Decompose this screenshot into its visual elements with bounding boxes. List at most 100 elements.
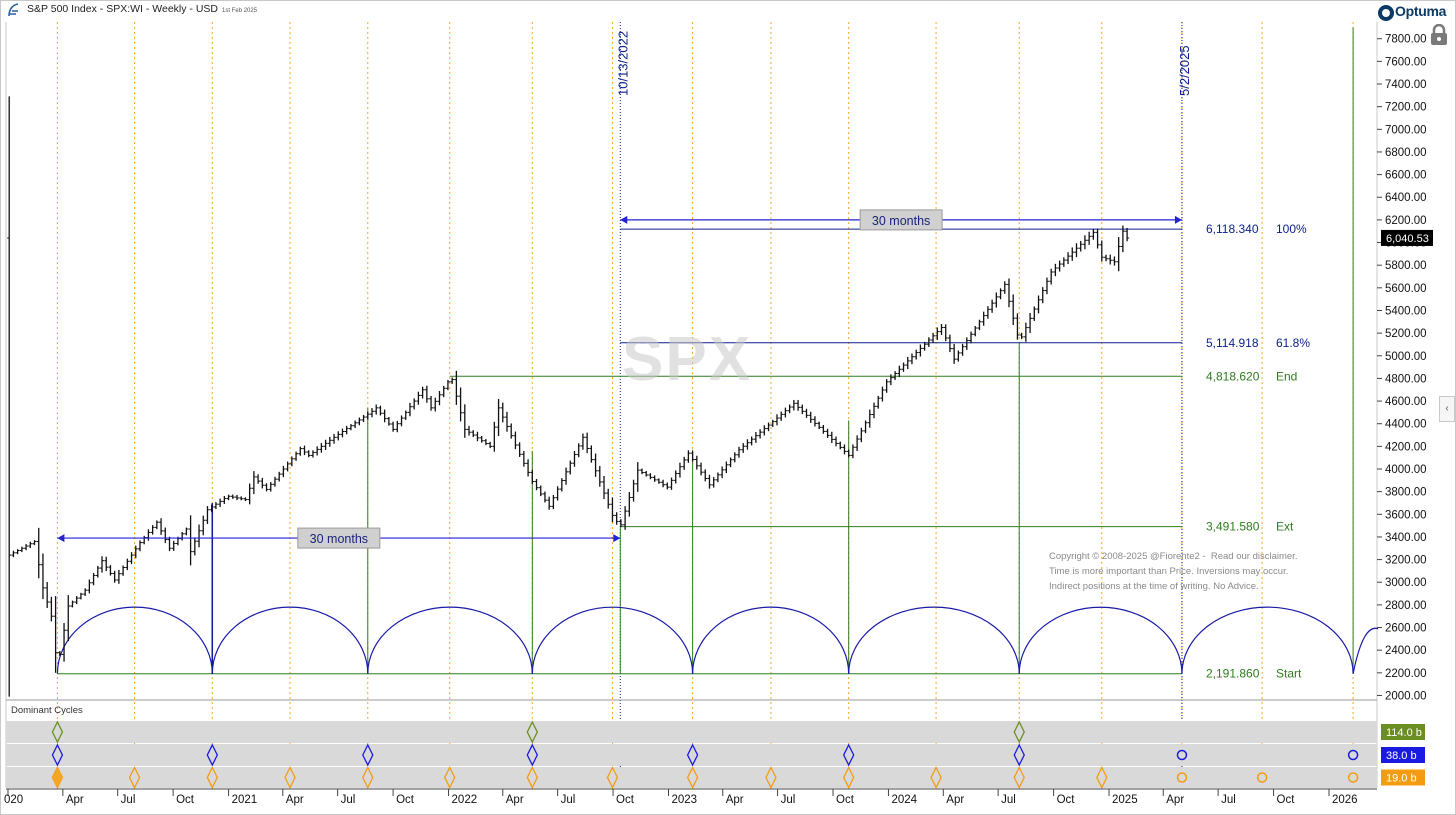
price-tick-label: 7600.00: [1385, 56, 1427, 68]
copyright-line: Time is more important than Price. Inver…: [1049, 566, 1289, 577]
time-tick-label: Oct: [616, 794, 635, 806]
cycle-projection: [1347, 749, 1359, 761]
cycle-diamond: [362, 766, 374, 789]
span-arrow-head: [613, 534, 621, 543]
cycle-arc: [1181, 606, 1354, 674]
cycle-arc: [531, 606, 694, 674]
price-tick-label: 5200.00: [1385, 328, 1427, 340]
cycle-diamond: [206, 743, 219, 767]
cycle-arc: [848, 606, 1020, 674]
last-price-label: 6,040.53: [1386, 233, 1429, 245]
level-value-label: 4,818.620: [1206, 369, 1260, 383]
price-tick-label: 4200.00: [1385, 441, 1427, 453]
cycle-arc: [56, 606, 213, 674]
collapse-panel-chevron-icon[interactable]: ‹: [1439, 396, 1455, 422]
price-tick-label: 6200.00: [1385, 215, 1427, 227]
price-tick-label: 4400.00: [1385, 419, 1427, 431]
time-tick-label: Apr: [506, 794, 524, 806]
span-arrow-head: [1174, 215, 1182, 224]
price-tick-label: 4600.00: [1385, 396, 1427, 408]
level-tag-label: 100%: [1276, 222, 1307, 236]
time-tick-label: Oct: [1057, 794, 1076, 806]
cycle-diamond: [362, 743, 374, 767]
time-tick-label: Jul: [341, 794, 356, 806]
time-tick-label: Oct: [396, 794, 415, 806]
cycle-diamond: [284, 766, 296, 789]
price-tick-label: 6400.00: [1385, 192, 1427, 204]
cycle-length-box: [1381, 769, 1425, 786]
chart-title: S&P 500 Index - SPX:WI - Weekly - USD: [27, 3, 219, 15]
time-tick-label: Oct: [1277, 794, 1296, 806]
price-tick-label: 2200.00: [1385, 668, 1427, 680]
span-label: 30 months: [872, 214, 930, 228]
cycle-band: [6, 721, 1377, 743]
chart-date-stamp: 1st Feb 2025: [222, 8, 258, 14]
span-arrow-head: [57, 534, 65, 543]
price-tick-label: 2800.00: [1385, 600, 1427, 612]
cycle-diamond: [930, 766, 942, 789]
time-tick-label: Jul: [121, 794, 136, 806]
copyright-line: Copyright © 2008-2025 @Fiorente2 - Read …: [1049, 551, 1298, 562]
time-tick-label: Oct: [836, 794, 855, 806]
price-tick-label: 6800.00: [1385, 147, 1427, 159]
time-tick-label: 2025: [1112, 794, 1138, 806]
time-tick-label: Apr: [726, 794, 744, 806]
cycle-diamond: [842, 766, 855, 789]
level-value-label: 3,491.580: [1206, 520, 1260, 534]
span-label-box: [859, 209, 943, 231]
price-tick-label: 3800.00: [1385, 487, 1427, 499]
cycle-arc: [211, 606, 369, 674]
price-tick-label: 7800.00: [1385, 34, 1427, 46]
time-tick-label: Jul: [1001, 794, 1016, 806]
cycle-projection: [1176, 749, 1188, 761]
price-tick-label: 3000.00: [1385, 577, 1427, 589]
price-tick-label: 3600.00: [1385, 509, 1427, 521]
cycle-projection: [1176, 772, 1188, 783]
time-tick-label: 2024: [891, 794, 917, 806]
brand-name: Optuma: [1395, 3, 1447, 19]
cycle-arc: [692, 606, 850, 674]
cycle-band: [6, 767, 1377, 788]
last-price-box: [1381, 229, 1433, 246]
price-tick-label: 3200.00: [1385, 555, 1427, 567]
time-tick-label: Apr: [286, 794, 304, 806]
cycle-length-label: 38.0 b: [1386, 750, 1417, 762]
lock-icon[interactable]: [1429, 24, 1449, 46]
level-value-label: 6,118.340: [1206, 222, 1259, 236]
cycle-diamond: [206, 766, 219, 789]
cycle-diamond-filled: [52, 768, 63, 788]
cycle-arc: [1352, 627, 1379, 674]
brand-icon: [1378, 5, 1394, 21]
cycle-diamond: [51, 720, 64, 744]
level-value-label: 2,191.860: [1206, 667, 1260, 681]
price-tick-label: 7200.00: [1385, 102, 1427, 114]
chart-header: S&P 500 Index - SPX:WI - Weekly - USD 1st…: [27, 3, 257, 15]
cycle-length-box: [1381, 747, 1425, 763]
span-arrow-head: [620, 215, 628, 224]
cycle-diamond: [765, 766, 777, 789]
price-tick-label: 7400.00: [1385, 79, 1427, 91]
cycle-arc: [1018, 606, 1183, 674]
brand-logo: Optuma: [1377, 3, 1456, 23]
time-tick-label: Apr: [66, 794, 84, 806]
level-tag-label: Start: [1276, 667, 1302, 681]
cycle-diamond: [1013, 720, 1025, 744]
span-label: 30 months: [310, 532, 368, 546]
cycle-diamond: [1013, 743, 1025, 767]
symbol-watermark: SPX: [622, 325, 753, 394]
price-bars: [7, 96, 1130, 697]
cycle-band: [6, 744, 1377, 766]
app-logo-icon: [8, 3, 19, 17]
price-tick-label: 2000.00: [1385, 690, 1427, 702]
cycle-diamond: [444, 766, 456, 789]
copyright-notice: Copyright © 2008-2025 @Fiorente2 - Read …: [1049, 549, 1297, 594]
cycle-length-box: [1381, 724, 1425, 740]
price-tick-label: 3400.00: [1385, 532, 1427, 544]
level-tag-label: 61.8%: [1276, 336, 1310, 350]
price-tick-label: 4000.00: [1385, 464, 1427, 476]
cycle-length-label: 114.0 b: [1386, 727, 1422, 739]
price-tick-label: 6600.00: [1385, 170, 1427, 182]
cycle-length-label: 19.0 b: [1386, 773, 1417, 785]
